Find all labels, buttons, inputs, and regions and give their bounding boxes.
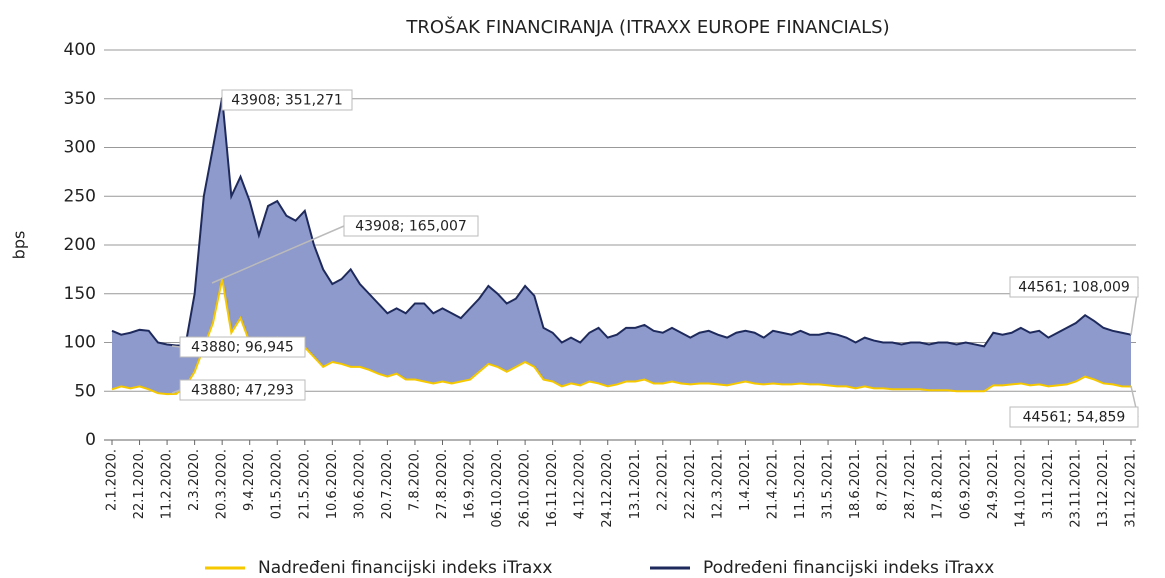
annotation: 43908; 351,271 [231, 93, 343, 109]
x-tick-label: 30.6.2020. [352, 449, 367, 519]
leader-line [171, 345, 181, 348]
x-tick-label: 18.6.2021. [848, 449, 863, 519]
legend-label: Nadređeni financijski indeks iTraxx [258, 558, 552, 578]
y-tick-label: 200 [64, 235, 96, 255]
annotation: 44561; 54,859 [1023, 410, 1126, 426]
y-tick-label: 0 [85, 430, 96, 450]
x-tick-label: 20.7.2020. [380, 449, 395, 519]
x-tick-label: 4.12.2020. [573, 449, 588, 519]
x-tick-label: 06.9.2021. [958, 449, 973, 519]
x-tick-label: 13.12.2021. [1096, 449, 1111, 528]
x-tick-label: 2.2.2021. [655, 449, 670, 511]
x-tick-label: 13.1.2021. [628, 449, 643, 519]
annotation-box [1009, 406, 1139, 428]
x-tick-label: 3.11.2021. [1041, 449, 1056, 519]
annotation: 43880; 96,945 [191, 340, 294, 356]
leader-line [211, 225, 345, 284]
annotation: 43880; 47,293 [191, 383, 294, 399]
y-tick-label: 300 [64, 138, 96, 158]
x-tick-label: 24.12.2020. [600, 449, 615, 528]
x-tick-label: 10.6.2020. [325, 449, 340, 519]
annotation: 44561; 108,009 [1018, 280, 1130, 296]
x-tick-label: 01.5.2020. [270, 449, 285, 519]
x-tick-label: 16.9.2020. [463, 449, 478, 519]
y-axis-label: bps [10, 231, 29, 260]
x-tick-label: 27.8.2020. [435, 449, 450, 519]
y-tick-label: 250 [64, 186, 96, 206]
x-tick-label: 9.4.2020. [242, 449, 257, 511]
annotation-box [1009, 276, 1139, 298]
x-tick-label: 17.8.2021. [931, 449, 946, 519]
annotation-box [343, 215, 479, 237]
x-tick-label: 06.10.2020. [490, 449, 505, 528]
x-tick-label: 21.4.2021. [765, 449, 780, 519]
legend-label: Podređeni financijski indeks iTraxx [703, 558, 994, 578]
x-tick-label: 24.9.2021. [986, 449, 1001, 519]
chart-title: TROŠAK FINANCIRANJA (ITRAXX EUROPE FINAN… [405, 16, 889, 38]
y-tick-label: 50 [74, 381, 96, 401]
x-tick-label: 16.11.2020. [545, 449, 560, 528]
x-tick-label: 1.4.2021. [738, 449, 753, 511]
x-tick-label: 12.3.2021. [710, 449, 725, 519]
x-tick-label: 28.7.2021. [903, 449, 918, 519]
x-tick-label: 8.7.2021. [876, 449, 891, 511]
y-tick-label: 350 [64, 89, 96, 109]
x-tick-label: 26.10.2020. [518, 449, 533, 528]
x-tick-label: 22.2.2021. [683, 449, 698, 519]
x-tick-label: 11.5.2021. [793, 449, 808, 519]
band-fill [112, 97, 1131, 395]
x-tick-label: 21.5.2020. [297, 449, 312, 519]
x-tick-label: 11.2.2020. [160, 449, 175, 519]
annotation: 43908; 165,007 [355, 219, 467, 235]
series-line [111, 97, 1132, 348]
x-tick-label: 31.12.2021. [1124, 449, 1139, 528]
x-tick-label: 7.8.2020. [407, 449, 422, 511]
x-tick-label: 2.3.2020. [187, 449, 202, 511]
annotation-box [179, 379, 306, 401]
x-tick-label: 20.3.2020. [215, 449, 230, 519]
x-tick-label: 22.1.2020. [132, 449, 147, 519]
x-tick-label: 31.5.2021. [821, 449, 836, 519]
x-tick-label: 23.11.2021. [1068, 449, 1083, 528]
leader-line [171, 389, 181, 394]
x-tick-label: 14.10.2021. [1013, 449, 1028, 528]
y-tick-label: 400 [64, 40, 96, 60]
annotation-box [179, 336, 306, 358]
y-tick-label: 100 [64, 333, 96, 353]
annotation-box [221, 89, 353, 111]
x-tick-label: 2.1.2020. [105, 449, 120, 511]
y-tick-label: 150 [64, 284, 96, 304]
